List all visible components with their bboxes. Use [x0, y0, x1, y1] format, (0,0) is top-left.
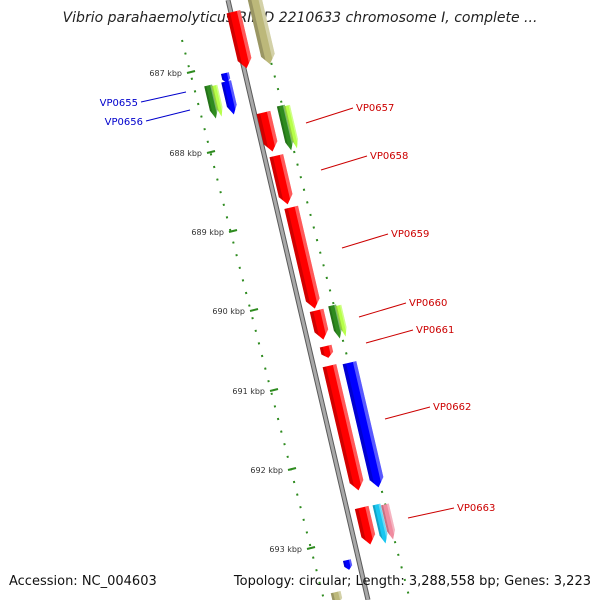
kbp-tick-label: 691 kbp: [232, 387, 265, 396]
kbp-tick-label: 693 kbp: [269, 545, 302, 554]
gene-block-vp0663-pink: [381, 503, 395, 540]
label-leader-line: [341, 233, 389, 249]
gene-block-vp0660-dark: [328, 304, 342, 339]
kbp-tick-label: 690 kbp: [212, 307, 245, 316]
gene-block-vp0655-light: [211, 84, 223, 117]
label-leader-line: [358, 302, 407, 318]
gene-block-vp0662: [322, 364, 364, 491]
kbp-tick-mark: [306, 546, 316, 550]
gene-block-red-top: [226, 10, 252, 69]
gene-block-vp0657: [256, 110, 278, 152]
kbp-tick-label: 688 kbp: [169, 149, 202, 158]
label-leader-line: [365, 329, 414, 344]
gene-block-olive: [247, 0, 275, 65]
gene-label-vp0659[interactable]: VP0659: [391, 229, 429, 240]
gene-block-vp0663-cyan: [372, 503, 388, 544]
map-title: Vibrio parahaemolyticus RIMD 2210633 chr…: [62, 10, 538, 26]
gene-block-vp0659: [284, 205, 320, 309]
gene-block-vp0661: [319, 344, 334, 358]
kbp-tick-mark: [287, 467, 297, 471]
kbp-tick-mark: [206, 150, 216, 154]
gene-block-small-blue-bottom: [342, 559, 353, 570]
gene-block-vp0660: [309, 308, 329, 340]
gene-label-vp0657[interactable]: VP0657: [356, 103, 394, 114]
kbp-tick-label: 692 kbp: [250, 466, 283, 475]
kbp-tick-label: 687 kbp: [149, 69, 182, 78]
label-leader-line: [384, 406, 431, 420]
label-leader-line: [145, 109, 191, 122]
gene-block-small-blue-top: [220, 72, 231, 83]
gene-label-vp0655[interactable]: VP0655: [100, 98, 138, 109]
scale-dot-rails: [181, 0, 411, 600]
label-leader-line: [140, 91, 187, 103]
kbp-tick-label: 689 kbp: [191, 228, 224, 237]
label-leaders: VP0655 VP0656 VP0657 VP0658 VP0659 VP0660 VP06…: [100, 91, 495, 519]
gene-block-vp0656: [221, 80, 237, 115]
kbp-tick-mark: [249, 308, 259, 312]
gene-block-vp0663: [354, 505, 376, 545]
gene-label-vp0663[interactable]: VP0663: [457, 503, 495, 514]
label-leader-line: [320, 155, 368, 171]
gene-block-vp0660-light: [335, 304, 347, 337]
chromosome-backbone: [225, 0, 371, 600]
gene-features: [204, 0, 395, 600]
gene-label-vp0662[interactable]: VP0662: [433, 402, 471, 413]
accession-text: Accession: NC_004603: [9, 574, 157, 589]
topology-text: Topology: circular; Length: 3,288,558 bp…: [233, 574, 591, 589]
kbp-tick-mark: [269, 388, 279, 392]
gene-block-vp0655: [204, 84, 218, 119]
gene-label-vp0661[interactable]: VP0661: [416, 325, 454, 336]
kbp-tick-mark: [186, 70, 196, 74]
gene-block-vp0657-dark: [276, 104, 294, 151]
gene-block-olive-bottom: [330, 591, 343, 600]
label-leader-line: [305, 107, 354, 124]
gene-block-vp0658: [269, 154, 293, 205]
gene-label-vp0658[interactable]: VP0658: [370, 151, 408, 162]
kbp-ticks: 687 kbp 688 kbp 689 kbp 690 kbp 691 kbp 692 k…: [149, 69, 316, 554]
gene-label-vp0656[interactable]: VP0656: [105, 117, 143, 128]
label-leader-line: [407, 507, 455, 519]
gene-block-vp0662-blue: [342, 361, 384, 488]
gene-block-vp0657-light: [284, 104, 298, 149]
gene-label-vp0660[interactable]: VP0660: [409, 298, 447, 309]
kbp-tick-mark: [228, 229, 238, 233]
